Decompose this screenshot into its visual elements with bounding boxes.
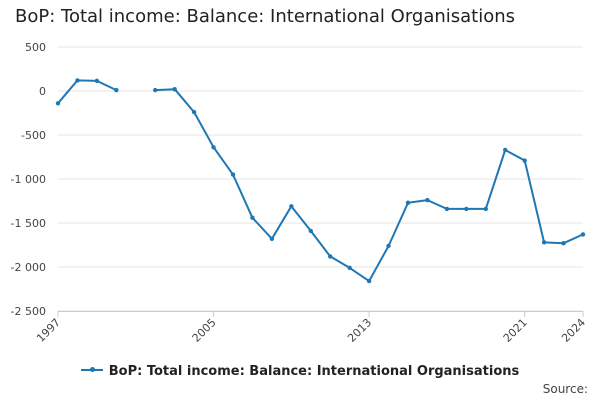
data-point <box>444 206 450 212</box>
data-point <box>503 147 508 153</box>
data-point <box>308 228 313 234</box>
x-tick-label: 2005 <box>190 316 219 345</box>
y-tick-label: -2 000 <box>11 261 46 274</box>
data-point <box>75 78 80 83</box>
source-label: Source: <box>542 382 588 396</box>
data-point <box>425 197 430 203</box>
data-point <box>289 204 294 209</box>
series-line <box>57 79 117 104</box>
data-point <box>191 109 197 115</box>
data-point <box>55 101 61 106</box>
legend-label: BoP: Total income: Balance: Internationa… <box>108 364 520 379</box>
data-point <box>386 243 391 249</box>
data-point <box>269 236 275 242</box>
y-tick-label: -2 500 <box>11 305 46 318</box>
chart-title: BoP: Total income: Balance: Internationa… <box>15 6 516 27</box>
data-point <box>250 215 255 220</box>
data-point <box>483 206 488 212</box>
data-point <box>347 265 352 271</box>
data-point <box>522 158 527 163</box>
y-tick-label: 0 <box>39 85 46 98</box>
data-point <box>561 241 566 246</box>
data-point <box>94 78 100 84</box>
data-point <box>366 278 372 284</box>
data-point <box>211 145 216 150</box>
y-tick-label: -1 500 <box>11 217 46 230</box>
x-tick-label: 2021 <box>501 316 530 345</box>
x-tick-label: 2013 <box>345 316 374 345</box>
data-point <box>172 87 177 92</box>
data-point <box>114 87 119 93</box>
data-point <box>230 172 236 177</box>
data-point <box>328 254 333 259</box>
legend-swatch <box>80 366 103 372</box>
x-tick-label: 2024 <box>559 316 588 345</box>
data-point <box>405 200 411 205</box>
data-point <box>541 240 547 245</box>
series-line <box>155 88 584 283</box>
data-point <box>580 232 586 237</box>
data-point <box>464 206 469 212</box>
y-tick-label: -500 <box>21 129 46 142</box>
x-tick-label: 1997 <box>34 316 63 345</box>
y-tick-label: 500 <box>25 41 46 54</box>
legend[interactable]: BoP: Total income: Balance: Internationa… <box>0 364 600 379</box>
data-point <box>153 87 158 93</box>
y-tick-label: -1 000 <box>11 173 46 186</box>
